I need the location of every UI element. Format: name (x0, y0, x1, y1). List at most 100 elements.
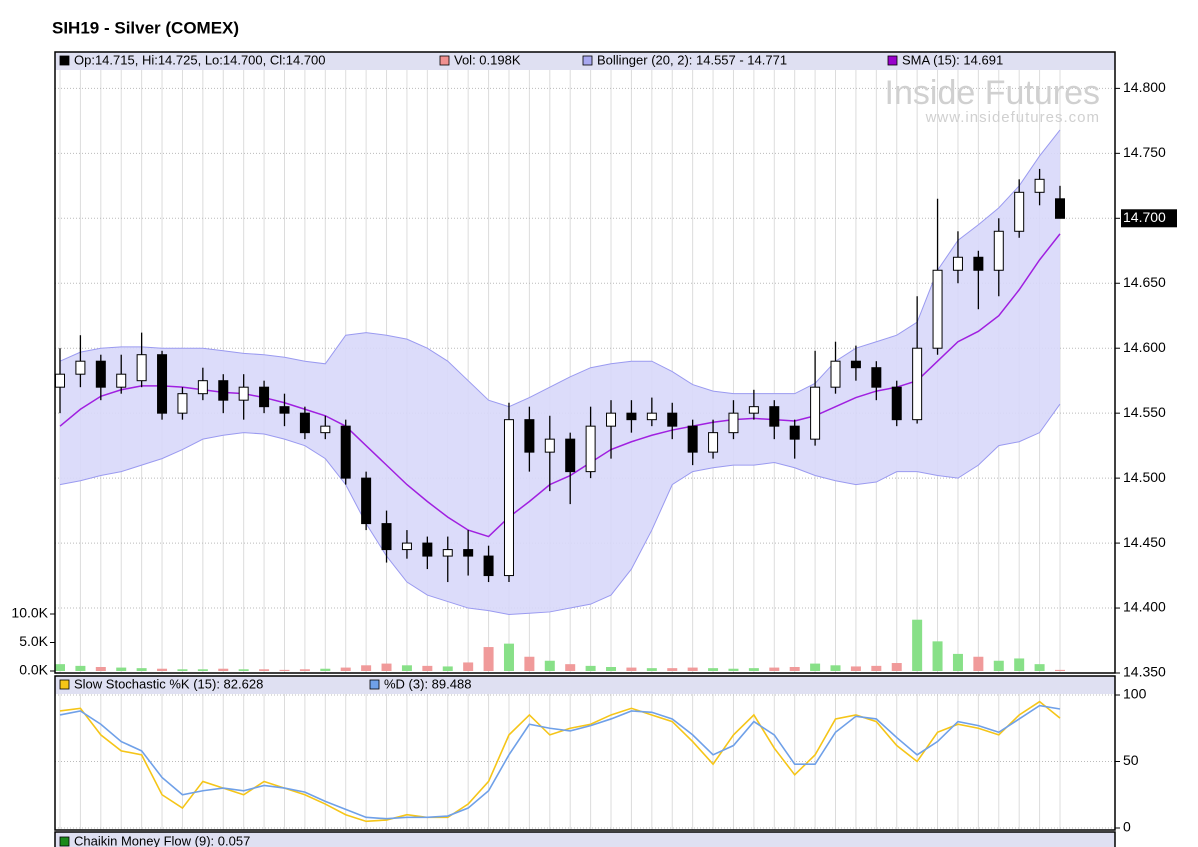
candle-body (238, 386, 249, 401)
stoch-line (59, 704, 1061, 820)
volume-bar (401, 665, 412, 671)
volume-bar (55, 664, 65, 671)
volume-bar (626, 667, 637, 671)
legend-swatch (582, 55, 593, 66)
volume-bar (340, 667, 351, 671)
candle-body (218, 380, 229, 401)
volume-bar (442, 666, 453, 671)
candle-body (136, 354, 147, 382)
candle-body (891, 386, 902, 421)
volume-bar (238, 669, 249, 671)
legend-band (55, 676, 1115, 694)
volume-bar (728, 668, 739, 671)
volume-bar (993, 660, 1004, 671)
volume-bar (197, 669, 208, 671)
candle-body (952, 256, 963, 271)
volume-bar (769, 667, 780, 671)
candle-body (401, 542, 412, 551)
candle-body (565, 438, 576, 473)
volume-bar (75, 665, 86, 671)
legend-swatch (439, 55, 450, 66)
candle-body (442, 549, 453, 557)
candle-body (789, 425, 800, 440)
volume-bar (544, 660, 555, 671)
marks (55, 129, 1065, 823)
candle-body (646, 412, 657, 421)
legend-swatch (59, 679, 70, 690)
legend-swatch (59, 836, 70, 847)
candle-body (667, 412, 678, 427)
y-tick-label: 14.400 (1123, 599, 1166, 615)
candle-body (381, 523, 392, 551)
vol-tick-label: 10.0K (11, 605, 48, 621)
volume-bar (1014, 658, 1025, 671)
candle-body (95, 360, 106, 388)
volume-bar (422, 665, 433, 671)
candle-body (912, 347, 923, 421)
volume-bar (830, 665, 841, 671)
legend-text: Chaikin Money Flow (9): 0.057 (74, 833, 250, 847)
candle-body (606, 412, 617, 427)
volume-bar (279, 669, 290, 671)
candle-body (850, 360, 861, 369)
candle-body (973, 256, 984, 271)
volume-bar (1034, 664, 1045, 671)
legend-text: Slow Stochastic %K (15): 82.628 (74, 676, 263, 691)
volume-bar (95, 667, 106, 671)
volume-bar (748, 668, 759, 671)
volume-bar (789, 667, 800, 671)
y-tick-label: 14.450 (1123, 534, 1166, 550)
candle-body (626, 412, 637, 421)
candle-body (932, 269, 943, 349)
candle-body (585, 425, 596, 473)
bollinger-fill (60, 129, 1060, 615)
volume-bar (891, 663, 902, 671)
y-tick-label: 14.500 (1123, 469, 1166, 485)
y-tick-label: 14.350 (1123, 664, 1166, 680)
candle-body (993, 230, 1004, 271)
volume-bar (177, 669, 188, 671)
legend-swatch (887, 55, 898, 66)
vol-tick-label: 0.0K (19, 662, 48, 678)
volume-bar (708, 668, 719, 671)
volume-bar (259, 669, 270, 671)
volume-bar (565, 664, 576, 671)
watermark-url: www.insidefutures.com (925, 109, 1100, 126)
candle-body (1014, 191, 1025, 232)
volume-bar (912, 619, 923, 671)
volume-bar (463, 662, 474, 671)
volume-bar (606, 667, 617, 671)
candle-body (1055, 198, 1065, 219)
volume-bar (932, 641, 943, 671)
candle-body (299, 412, 310, 434)
vol-tick-label: 5.0K (19, 633, 48, 649)
candle-body (503, 419, 514, 577)
watermark: Inside Futures (885, 74, 1100, 112)
volume-bar (361, 665, 372, 671)
legend-text: Bollinger (20, 2): 14.557 - 14.771 (597, 52, 787, 67)
volume-bar (483, 647, 494, 671)
candle-body (687, 425, 698, 453)
candle-body (320, 425, 331, 434)
candle-body (55, 373, 65, 388)
legend-swatch (369, 679, 380, 690)
candle-body (871, 367, 882, 388)
candle-body (463, 549, 474, 557)
legend-band (55, 832, 1115, 847)
y-tick-label: 14.800 (1123, 79, 1166, 95)
candle-body (708, 432, 719, 453)
candle-body (75, 360, 86, 375)
volume-bar (524, 656, 535, 671)
candle-body (361, 477, 372, 525)
candle-body (197, 380, 208, 395)
legend-text: SMA (15): 14.691 (902, 52, 1003, 67)
volume-bar (585, 665, 596, 671)
volume-bar (381, 663, 392, 671)
volume-bar (218, 668, 229, 671)
y-tick-label: 14.550 (1123, 404, 1166, 420)
y-tick-label: 14.600 (1123, 339, 1166, 355)
candle-body (524, 419, 535, 453)
legend-text: Vol: 0.198K (454, 52, 521, 67)
candle-body (259, 386, 270, 408)
y-tick-label: 14.750 (1123, 144, 1166, 160)
